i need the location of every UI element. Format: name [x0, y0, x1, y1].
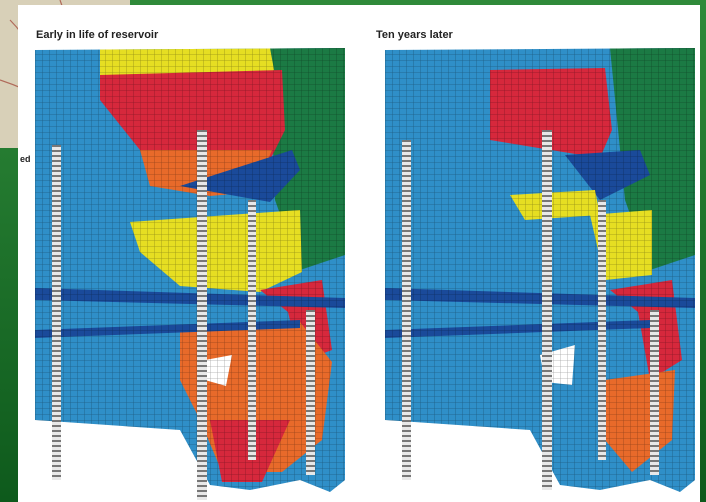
- panel-title: Early in life of reservoir: [36, 29, 159, 41]
- reservoir-model-later: [385, 48, 695, 492]
- panel-title: Ten years later: [376, 29, 454, 41]
- side-text: ed: [20, 154, 31, 164]
- reservoir-model-early: [35, 48, 345, 500]
